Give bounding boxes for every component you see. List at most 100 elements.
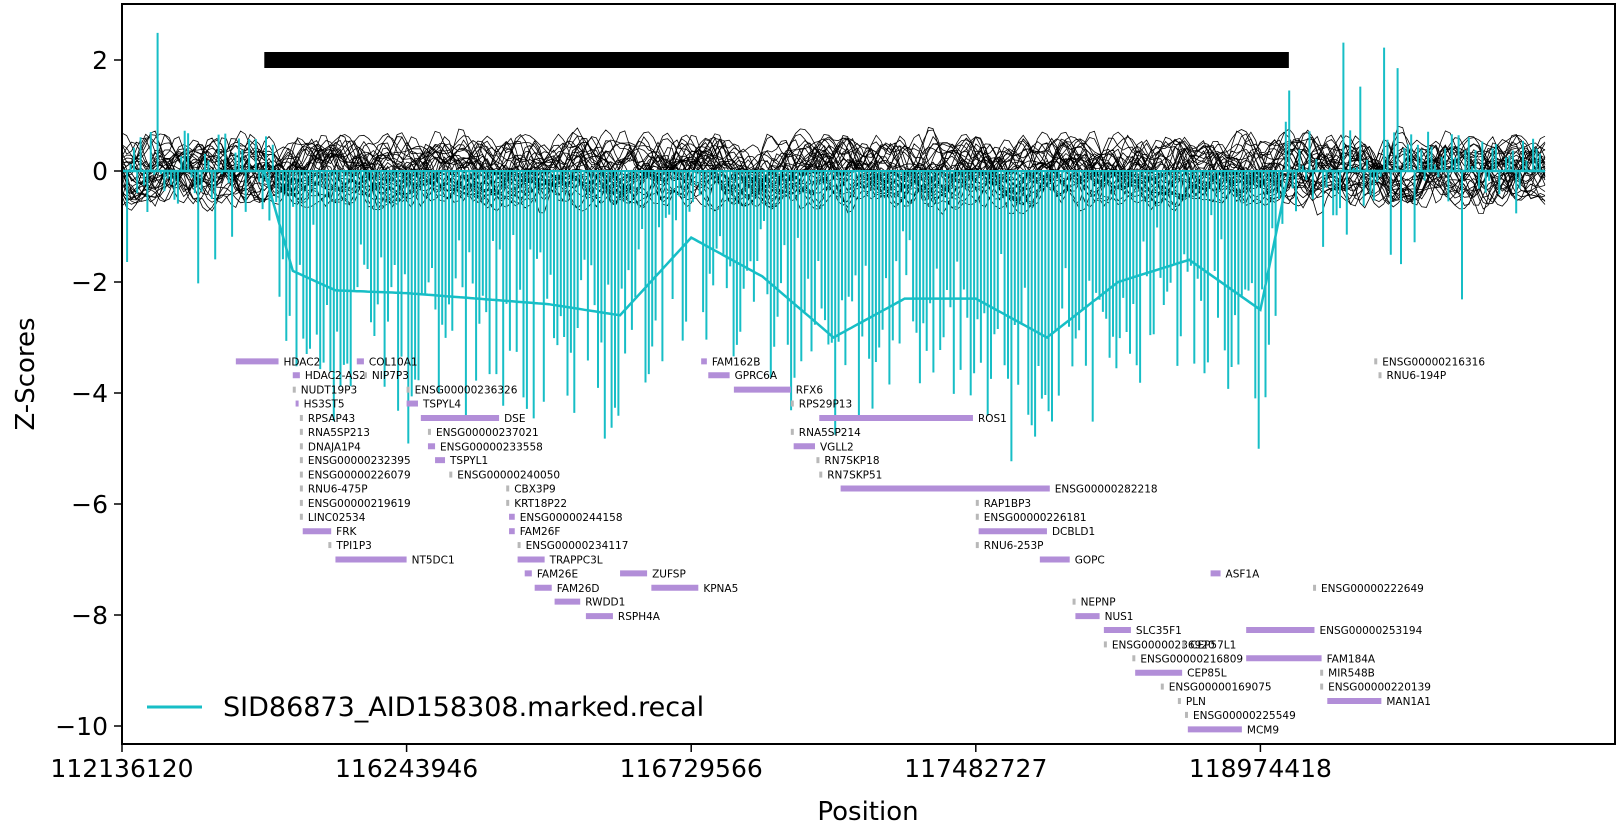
- y-tick-label: −2: [71, 268, 108, 297]
- gene-label: ENSG00000237021: [436, 427, 539, 439]
- gene-label: CEP85L: [1187, 668, 1227, 680]
- gene-label: CEP57L1: [1190, 639, 1236, 651]
- gene-label: TPI1P3: [335, 540, 372, 552]
- gene-label: HDAC2: [284, 356, 321, 368]
- gene-label: FAM184A: [1327, 653, 1376, 665]
- gene-label: ENSG00000236326: [415, 385, 518, 397]
- reference-curve: [122, 134, 1546, 207]
- gene-label: NIP7P3: [372, 370, 409, 382]
- gene-label: RPS29P13: [799, 399, 852, 411]
- reference-curve: [122, 133, 1546, 209]
- y-tick-label: 2: [92, 46, 108, 75]
- gene-label: FAM162B: [712, 356, 761, 368]
- gene-label: COL10A1: [369, 356, 418, 368]
- gene-label: ENSG00000219619: [308, 498, 411, 510]
- reference-curve: [122, 136, 1546, 209]
- reference-curve: [122, 137, 1546, 209]
- gene-label: DCBLD1: [1052, 526, 1095, 538]
- x-tick-label: 116729566: [620, 754, 763, 783]
- gene-label: KRT18P22: [514, 498, 567, 510]
- gene-label: PLN: [1186, 696, 1206, 708]
- gene-label: ENSG00000233558: [440, 441, 543, 453]
- gene-label: TRAPPC3L: [549, 555, 603, 567]
- gene-label: NT5DC1: [412, 555, 455, 567]
- y-axis-label: Z-Scores: [11, 317, 41, 430]
- gene-label: ENSG00000225549: [1193, 710, 1296, 722]
- x-tick-label: 112136120: [50, 754, 193, 783]
- gene-label: ENSG00000220139: [1328, 682, 1431, 694]
- x-tick-label: 116243946: [335, 754, 478, 783]
- gene-label: FRK: [336, 526, 357, 538]
- sample-spike-bars: [122, 32, 1545, 462]
- x-axis-label: Position: [817, 797, 918, 827]
- gene-label: RNU6-253P: [984, 540, 1044, 552]
- gene-label: FAM26D: [557, 583, 600, 595]
- legend-label: SID86873_AID158308.marked.recal: [223, 692, 704, 723]
- plot-frame: [121, 3, 1616, 745]
- gene-label: ZUFSP: [652, 568, 686, 580]
- gene-label: FAM26F: [520, 526, 561, 538]
- reference-curve: [122, 139, 1546, 204]
- gene-label: DSE: [504, 413, 525, 425]
- gene-label: KPNA5: [703, 583, 738, 595]
- ticks-layer: 2 0 −2 −4 −6 −8 −10 112136120 116243946 116729566…: [50, 46, 1332, 783]
- reference-curve: [122, 131, 1546, 212]
- gene-label: ASF1A: [1226, 568, 1261, 580]
- gene-label: ENSG00000226079: [308, 470, 411, 482]
- gene-label: TSPYL4: [422, 399, 461, 411]
- gene-label: RPSAP43: [308, 413, 355, 425]
- gene-label: GPRC6A: [735, 370, 778, 382]
- legend: SID86873_AID158308.marked.recal: [147, 692, 704, 723]
- gene-label: MIR548B: [1328, 668, 1375, 680]
- gene-label: GOPC: [1075, 555, 1105, 567]
- gene-label: HS3ST5: [304, 399, 345, 411]
- gene-label: RFX6: [796, 385, 824, 397]
- gene-label: LINC02534: [308, 512, 366, 524]
- gene-label: ENSG00000216316: [1382, 356, 1485, 368]
- gene-label: ROS1: [978, 413, 1007, 425]
- y-tick-label: −6: [71, 490, 108, 519]
- gene-label: RN7SKP18: [824, 455, 879, 467]
- gene-label: ENSG00000253194: [1319, 625, 1422, 637]
- plot-area: [122, 32, 1546, 462]
- gene-label: ENSG00000244158: [520, 512, 623, 524]
- gene-label: NUDT19P3: [301, 385, 357, 397]
- gene-label: ENSG00000169075: [1169, 682, 1272, 694]
- gene-label: VGLL2: [820, 441, 854, 453]
- gene-label: RN7SKP51: [827, 470, 882, 482]
- reference-curve: [122, 128, 1546, 211]
- gene-label: DNAJA1P4: [308, 441, 361, 453]
- gene-label: RWDD1: [585, 597, 625, 609]
- gene-label: RAP1BP3: [984, 498, 1031, 510]
- gene-label: ENSG00000216809: [1140, 653, 1243, 665]
- gene-label: FAM26E: [537, 568, 578, 580]
- x-tick-label: 118974418: [1189, 754, 1332, 783]
- gene-label: RNA5SP213: [308, 427, 370, 439]
- gene-label: ENSG00000226181: [984, 512, 1087, 524]
- gene-label: SLC35F1: [1136, 625, 1182, 637]
- sample-spikes: [122, 32, 1545, 462]
- gene-label: RNA5SP214: [799, 427, 861, 439]
- gene-label: ENSG00000234117: [526, 540, 629, 552]
- y-tick-label: −8: [71, 601, 108, 630]
- reference-curve: [122, 137, 1546, 204]
- gene-label: ENSG00000282218: [1055, 483, 1158, 495]
- gene-label: ENSG00000232395: [308, 455, 411, 467]
- x-tick-label: 117482727: [904, 754, 1047, 783]
- y-tick-label: −4: [71, 379, 108, 408]
- gene-label: TSPYL1: [449, 455, 488, 467]
- gene-label: ENSG00000222649: [1321, 583, 1424, 595]
- gene-label: ENSG00000236920: [1112, 639, 1215, 651]
- gene-label: NUS1: [1105, 611, 1134, 623]
- y-tick-label: −10: [55, 712, 108, 741]
- gene-label: RNU6-194P: [1387, 370, 1447, 382]
- gene-label: RSPH4A: [618, 611, 661, 623]
- gene-label: MAN1A1: [1386, 696, 1431, 708]
- gene-label: ENSG00000240050: [457, 470, 560, 482]
- reference-curve: [122, 134, 1546, 208]
- gene-label: CBX3P9: [514, 483, 555, 495]
- sample-smoothed-line: [122, 169, 1545, 340]
- gene-label: MCM9: [1247, 724, 1279, 736]
